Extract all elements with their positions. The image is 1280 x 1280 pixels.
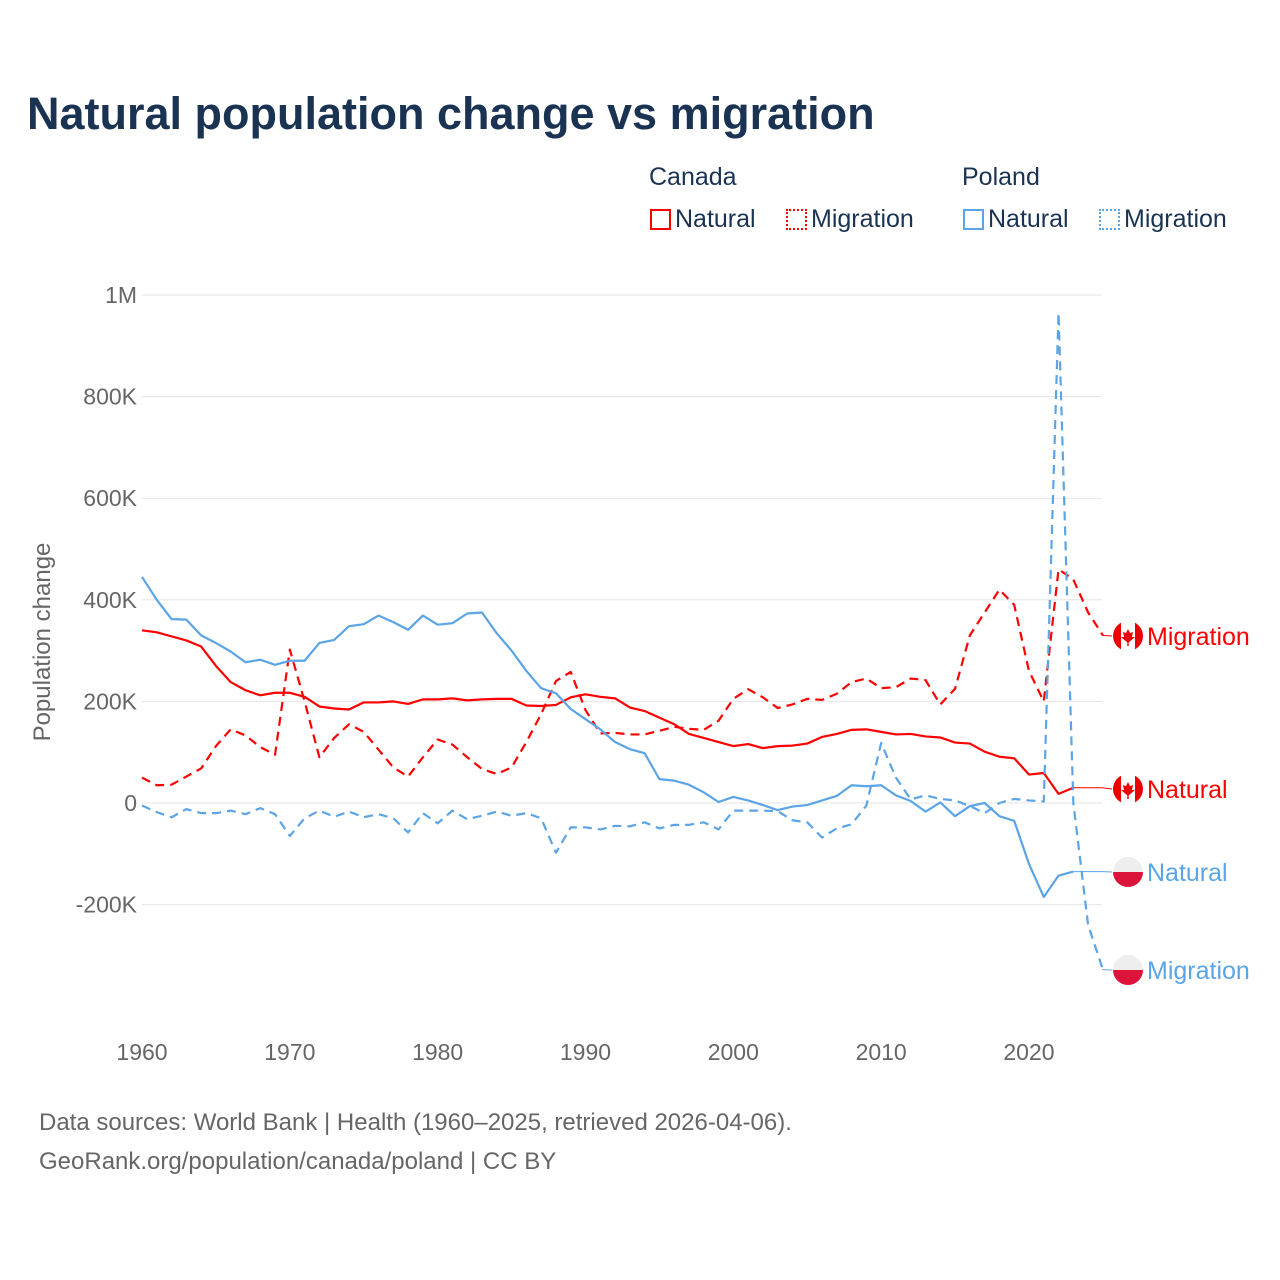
flag-body <box>1113 621 1143 651</box>
legend-label: Natural <box>675 205 756 233</box>
x-tick-label: 1960 <box>116 1039 167 1065</box>
flag-body <box>1113 955 1143 985</box>
legend-label: Natural <box>988 205 1069 233</box>
x-tick-label: 1980 <box>412 1039 463 1065</box>
canada-flag-icon <box>1113 621 1143 651</box>
y-tick-label: 200K <box>83 688 137 714</box>
maple-leaf <box>1121 782 1135 799</box>
x-tick-label: 1970 <box>264 1039 315 1065</box>
y-tick-label: 600K <box>83 485 137 511</box>
y-axis-label: Population change <box>29 543 56 742</box>
legend-swatch-dotted <box>786 209 807 230</box>
poland-flag-icon <box>1113 955 1143 985</box>
legend-poland-natural[interactable]: Natural <box>963 205 1069 234</box>
y-tick-label: -200K <box>76 892 138 918</box>
y-tick-label: 400K <box>83 587 137 613</box>
legend-group-canada: Canada <box>649 163 737 191</box>
y-tick-label: 1M <box>105 282 137 308</box>
chart-title: Natural population change vs migration <box>27 88 875 139</box>
legend-poland-migration[interactable]: Migration <box>1099 205 1227 234</box>
poland-flag-icon <box>1113 857 1143 887</box>
series-end-label: Natural <box>1147 776 1228 804</box>
x-tick-label: 2000 <box>708 1039 759 1065</box>
flag-red-right <box>1135 621 1143 651</box>
legend-swatch-solid <box>650 209 671 230</box>
legend-label: Migration <box>1124 205 1227 233</box>
series-end-label: Migration <box>1147 623 1250 651</box>
y-tick-label: 800K <box>83 384 137 410</box>
x-tick-label: 2020 <box>1003 1039 1054 1065</box>
legend-canada-natural[interactable]: Natural <box>650 205 756 234</box>
series-end-label: Migration <box>1147 957 1250 985</box>
flag-red <box>1113 970 1143 985</box>
series-line-poland-migration <box>141 311 1104 970</box>
label-connector <box>1101 634 1113 637</box>
legend-label: Migration <box>811 205 914 233</box>
maple-leaf <box>1121 629 1135 646</box>
legend-group-poland: Poland <box>962 163 1040 191</box>
flag-red-left <box>1113 621 1121 651</box>
legend-swatch-dotted <box>1099 209 1120 230</box>
flag-red-left <box>1113 774 1121 804</box>
canada-flag-icon <box>1113 774 1143 804</box>
flag-body <box>1113 774 1143 804</box>
flag-white <box>1113 857 1143 872</box>
flag-red-right <box>1135 774 1143 804</box>
legend-canada-migration[interactable]: Migration <box>786 205 914 234</box>
flag-red <box>1113 872 1143 887</box>
x-tick-label: 2010 <box>856 1039 907 1065</box>
series-end-label: Natural <box>1147 859 1228 887</box>
flag-white <box>1113 955 1143 970</box>
series-line-canada-natural <box>141 629 1074 795</box>
x-tick-label: 1990 <box>560 1039 611 1065</box>
legend-swatch-solid <box>963 209 984 230</box>
series-line-poland-natural <box>141 576 1074 899</box>
footer-attribution: GeoRank.org/population/canada/poland | C… <box>39 1148 557 1175</box>
y-tick-label: 0 <box>124 790 137 816</box>
footer-sources: Data sources: World Bank | Health (1960–… <box>39 1109 792 1136</box>
label-connector <box>1073 787 1113 790</box>
series-line-canada-migration <box>141 568 1104 787</box>
flag-body <box>1113 857 1143 887</box>
